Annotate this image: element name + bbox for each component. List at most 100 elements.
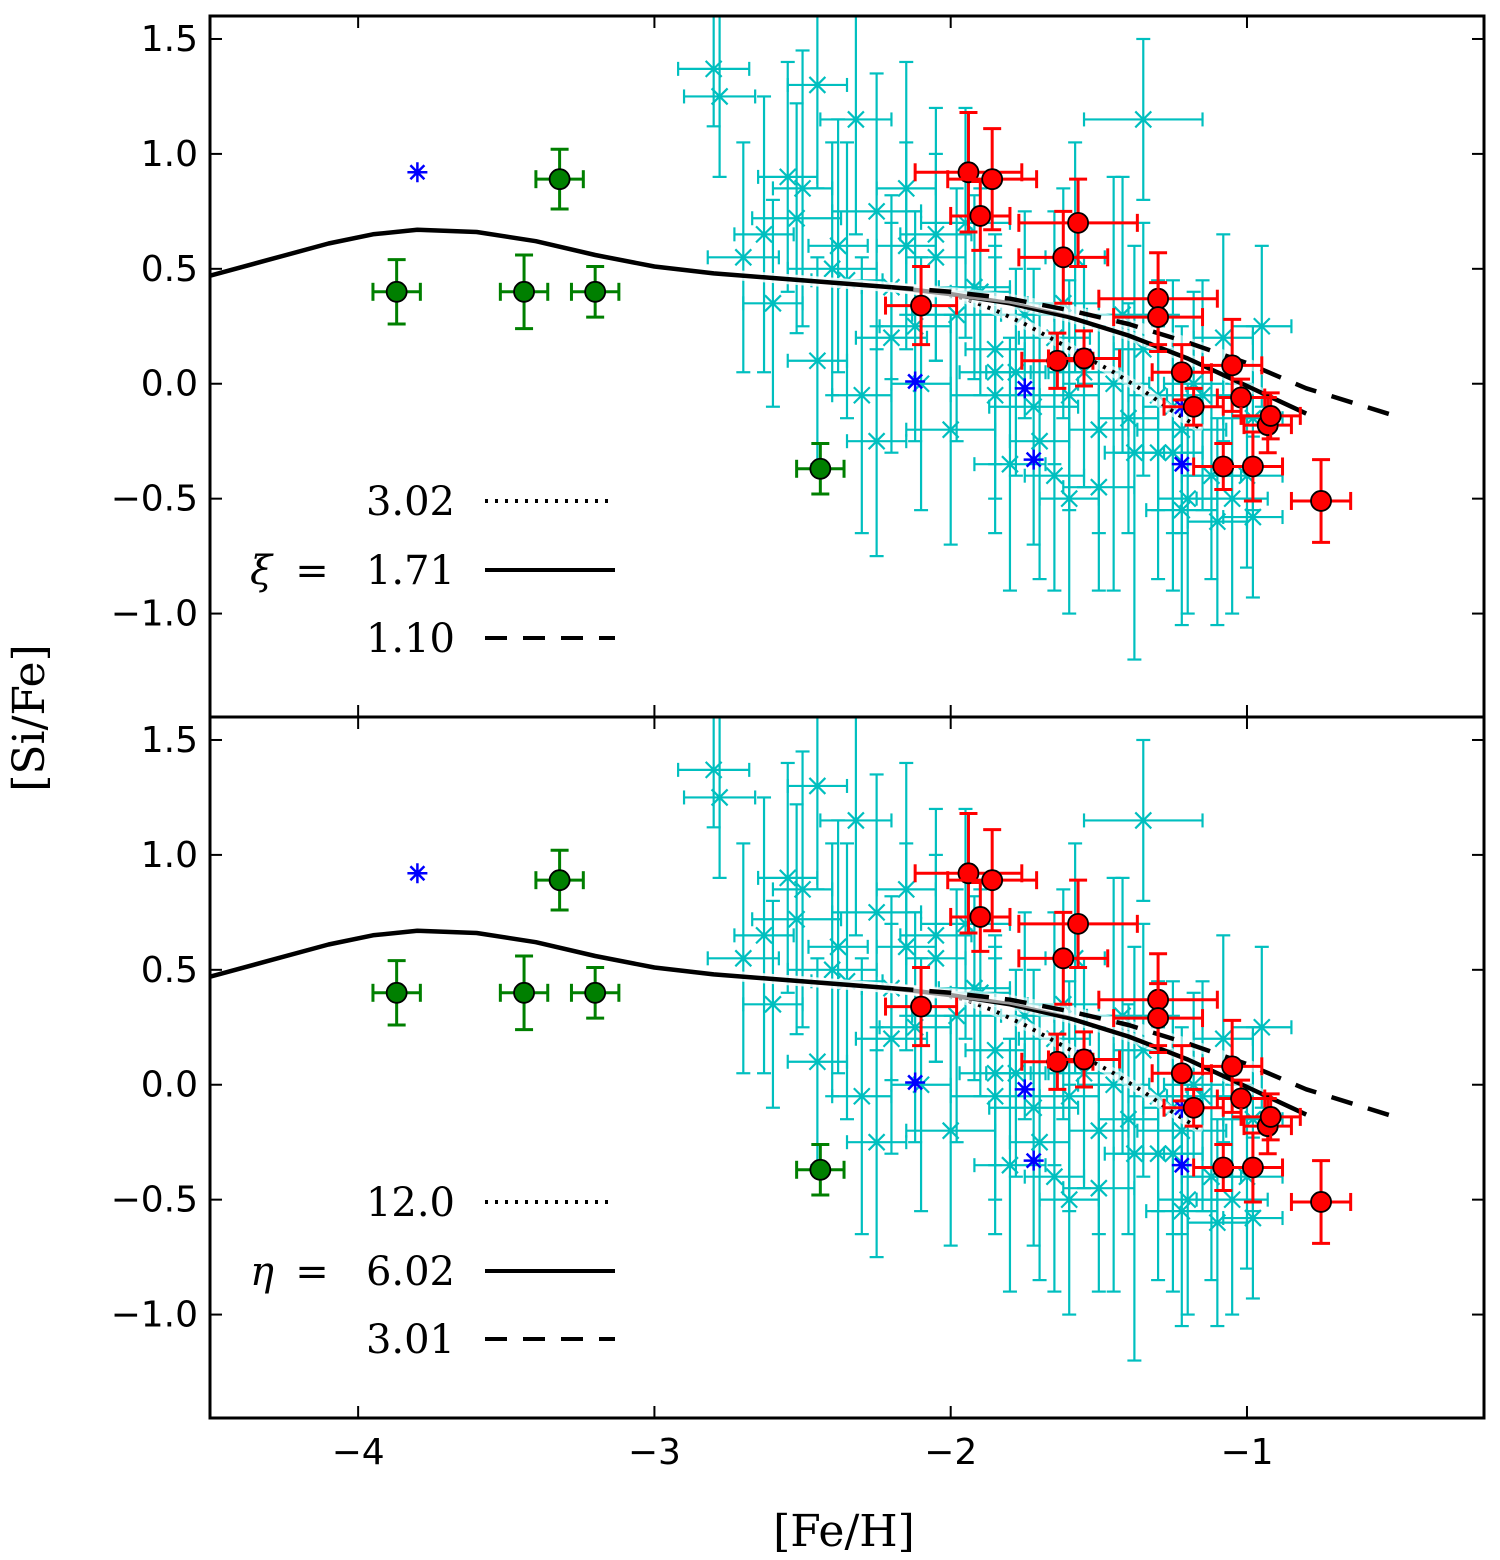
y-tick-label: −0.5 [111, 1180, 198, 1221]
circle-marker [584, 280, 607, 303]
x-marker [755, 926, 773, 945]
cyan-data-point [875, 761, 937, 1017]
circle-marker [1147, 306, 1169, 328]
x-marker [1244, 1209, 1262, 1227]
y-tick-label: −1.0 [111, 1295, 198, 1336]
cyan-data-point [786, 141, 878, 397]
circle-marker [1052, 947, 1075, 970]
green-data-point [795, 1142, 846, 1197]
x-marker [1125, 1144, 1144, 1163]
x-marker [1030, 1133, 1049, 1151]
x-marker [882, 328, 901, 347]
legend-symbol: η [250, 1249, 274, 1295]
x-marker [1001, 455, 1019, 473]
x-marker [986, 363, 1004, 382]
x-tick-label: −3 [628, 1432, 681, 1473]
blue-asterisk-point [1023, 449, 1044, 470]
cyan-data-point [751, 803, 843, 1036]
blue-asterisk-point [905, 1072, 926, 1093]
circle-marker [1073, 1048, 1095, 1071]
circle-marker [1067, 912, 1089, 935]
cyan-data-point [1103, 244, 1166, 661]
circle-marker [513, 981, 535, 1004]
x-marker [1060, 489, 1078, 508]
cyan-data-point [682, 16, 757, 178]
cyan-data-point [1082, 738, 1204, 902]
circle-marker [969, 906, 992, 928]
circle-marker [1182, 1096, 1205, 1119]
x-marker [1223, 489, 1241, 508]
x-tick-label: −2 [924, 1432, 977, 1473]
legend: 12.0 6.02 3.01 η = [250, 1180, 615, 1363]
circle-marker [584, 981, 607, 1004]
circle-marker [513, 280, 535, 303]
x-marker [847, 110, 865, 129]
circle-marker [1147, 1007, 1169, 1029]
circle-marker [548, 869, 571, 892]
cyan-data-point [757, 60, 819, 293]
cyan-data-point [751, 102, 843, 335]
cyan-data-point [706, 141, 780, 374]
legend: 3.02 1.71 1.10 ξ = [250, 479, 615, 662]
y-tick-label: 1.0 [141, 134, 198, 175]
cyan-data-point [1097, 1003, 1160, 1236]
legend-label: 3.01 [366, 1317, 455, 1363]
cyan-data-point [854, 922, 929, 1155]
blue-asterisk-point [1014, 1079, 1035, 1100]
x-marker [1060, 1190, 1078, 1209]
plot-area [210, 16, 1397, 661]
cyan-data-point [1186, 1118, 1249, 1328]
y-tick-label: 1.5 [141, 720, 198, 761]
cyan-data-point [677, 16, 751, 128]
red-data-point [1112, 281, 1205, 354]
x-marker [897, 179, 916, 198]
x-marker [867, 1133, 886, 1151]
plot-area [210, 717, 1397, 1362]
model-solid-curve [210, 928, 1308, 1117]
x-marker [1001, 1156, 1019, 1174]
circle-marker [1310, 1191, 1332, 1213]
circle-marker [385, 280, 408, 303]
cyan-data-point [878, 911, 952, 1144]
circle-marker [1052, 246, 1075, 269]
red-data-point [1017, 878, 1139, 970]
cyan-data-point [682, 717, 757, 879]
cyan-data-point [1103, 945, 1166, 1362]
x-marker [927, 926, 945, 945]
x-marker [734, 949, 753, 968]
x-marker [823, 260, 841, 278]
red-data-point [1017, 177, 1139, 269]
cyan-data-point [786, 842, 878, 1098]
green-data-point [498, 954, 550, 1032]
red-data-point [1221, 1131, 1285, 1204]
green-data-point [371, 258, 422, 326]
red-data-point [1046, 1030, 1122, 1089]
x-marker [808, 1052, 827, 1071]
cyan-data-point [819, 16, 893, 236]
cyan-data-point [899, 106, 973, 362]
x-marker [1253, 317, 1271, 336]
circle-marker [1230, 386, 1252, 409]
x-marker [853, 1087, 871, 1106]
cyan-data-point [1038, 1083, 1100, 1316]
x-marker [1045, 466, 1064, 485]
circle-marker [957, 862, 980, 885]
x-marker [808, 351, 827, 370]
y-axis-label: [Si/Fe] [4, 644, 55, 792]
circle-marker [1221, 354, 1244, 377]
cyan-data-point [973, 336, 1047, 592]
x-marker [1045, 1167, 1064, 1186]
x-marker [1030, 432, 1049, 450]
x-marker [882, 1029, 901, 1048]
red-data-point [1017, 209, 1110, 305]
circle-marker [809, 1158, 832, 1181]
green-data-point [569, 265, 621, 319]
red-data-point [1162, 386, 1225, 427]
x-marker [1090, 478, 1108, 496]
x-marker [1214, 1029, 1233, 1048]
circle-marker [548, 168, 571, 191]
circle-marker [385, 981, 408, 1004]
red-data-point [949, 880, 1012, 953]
legend-symbol: ξ [250, 548, 274, 594]
